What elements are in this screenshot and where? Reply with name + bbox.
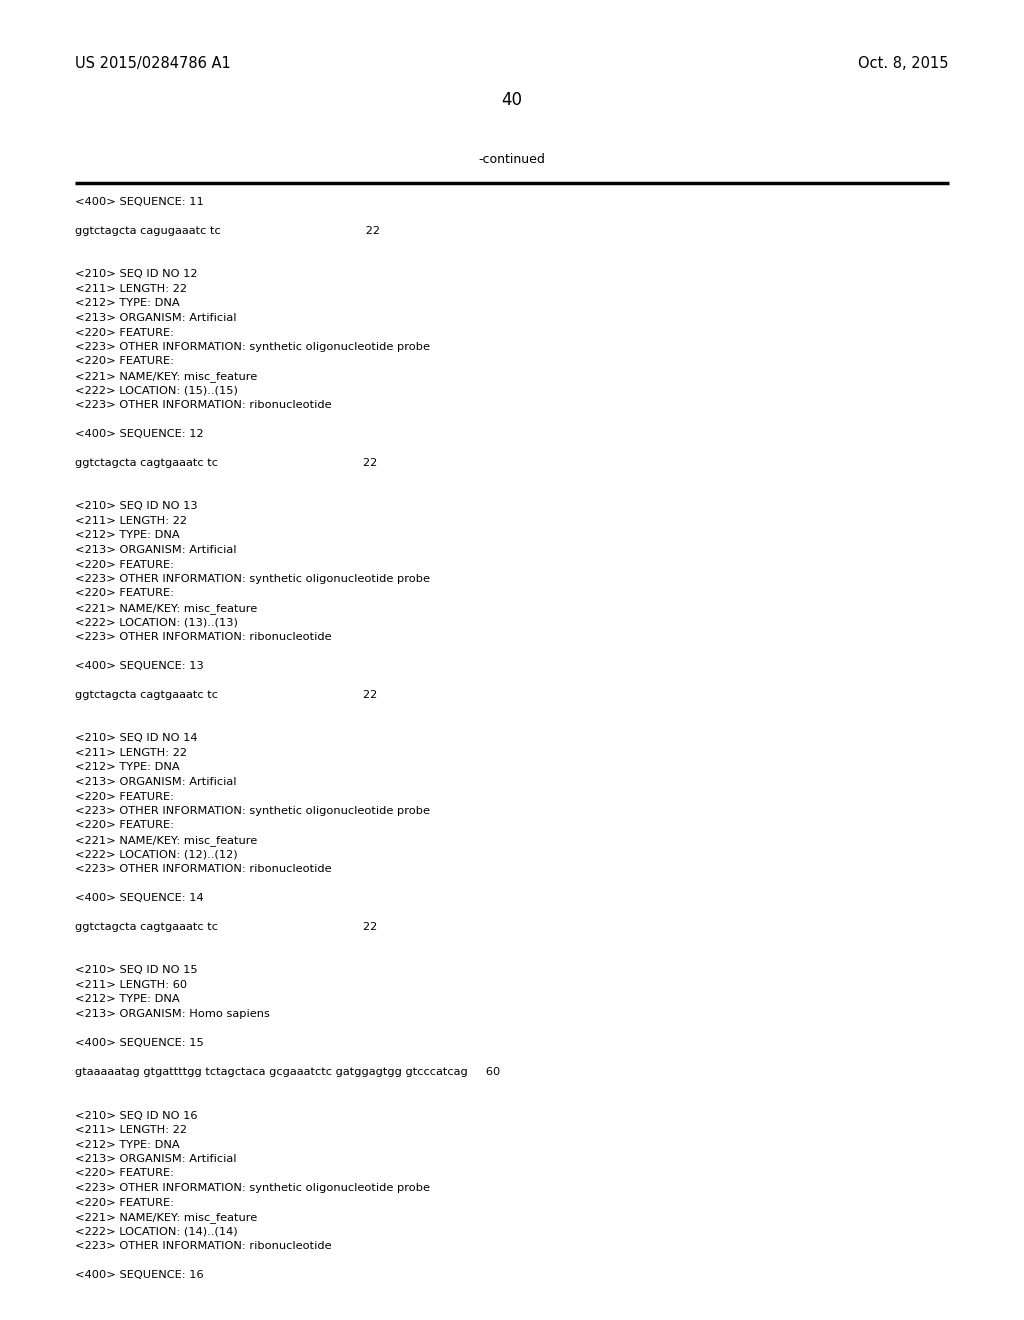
Text: <223> OTHER INFORMATION: ribonucleotide: <223> OTHER INFORMATION: ribonucleotide	[75, 1241, 332, 1251]
Text: <222> LOCATION: (15)..(15): <222> LOCATION: (15)..(15)	[75, 385, 238, 396]
Text: <223> OTHER INFORMATION: synthetic oligonucleotide probe: <223> OTHER INFORMATION: synthetic oligo…	[75, 342, 430, 352]
Text: <222> LOCATION: (13)..(13): <222> LOCATION: (13)..(13)	[75, 618, 238, 627]
Text: <223> OTHER INFORMATION: synthetic oligonucleotide probe: <223> OTHER INFORMATION: synthetic oligo…	[75, 807, 430, 816]
Text: <210> SEQ ID NO 12: <210> SEQ ID NO 12	[75, 269, 198, 280]
Text: <211> LENGTH: 22: <211> LENGTH: 22	[75, 748, 187, 758]
Text: <400> SEQUENCE: 14: <400> SEQUENCE: 14	[75, 894, 204, 903]
Text: <210> SEQ ID NO 14: <210> SEQ ID NO 14	[75, 734, 198, 743]
Text: <212> TYPE: DNA: <212> TYPE: DNA	[75, 531, 179, 540]
Text: <220> FEATURE:: <220> FEATURE:	[75, 560, 174, 569]
Text: <222> LOCATION: (14)..(14): <222> LOCATION: (14)..(14)	[75, 1226, 238, 1237]
Text: <212> TYPE: DNA: <212> TYPE: DNA	[75, 298, 179, 309]
Text: <220> FEATURE:: <220> FEATURE:	[75, 1168, 174, 1179]
Text: <211> LENGTH: 22: <211> LENGTH: 22	[75, 284, 187, 294]
Text: ggtctagcta cagtgaaatc tc                                        22: ggtctagcta cagtgaaatc tc 22	[75, 690, 377, 700]
Text: <223> OTHER INFORMATION: synthetic oligonucleotide probe: <223> OTHER INFORMATION: synthetic oligo…	[75, 574, 430, 583]
Text: <211> LENGTH: 22: <211> LENGTH: 22	[75, 516, 187, 525]
Text: <400> SEQUENCE: 16: <400> SEQUENCE: 16	[75, 1270, 204, 1280]
Text: <210> SEQ ID NO 13: <210> SEQ ID NO 13	[75, 502, 198, 511]
Text: <220> FEATURE:: <220> FEATURE:	[75, 1197, 174, 1208]
Text: <213> ORGANISM: Artificial: <213> ORGANISM: Artificial	[75, 545, 237, 554]
Text: <223> OTHER INFORMATION: ribonucleotide: <223> OTHER INFORMATION: ribonucleotide	[75, 632, 332, 642]
Text: <220> FEATURE:: <220> FEATURE:	[75, 356, 174, 367]
Text: Oct. 8, 2015: Oct. 8, 2015	[858, 55, 949, 71]
Text: <213> ORGANISM: Artificial: <213> ORGANISM: Artificial	[75, 1154, 237, 1164]
Text: <400> SEQUENCE: 15: <400> SEQUENCE: 15	[75, 1038, 204, 1048]
Text: <220> FEATURE:: <220> FEATURE:	[75, 589, 174, 598]
Text: <400> SEQUENCE: 12: <400> SEQUENCE: 12	[75, 429, 204, 440]
Text: 40: 40	[502, 91, 522, 110]
Text: <212> TYPE: DNA: <212> TYPE: DNA	[75, 1139, 179, 1150]
Text: <400> SEQUENCE: 11: <400> SEQUENCE: 11	[75, 197, 204, 207]
Text: <212> TYPE: DNA: <212> TYPE: DNA	[75, 763, 179, 772]
Text: <211> LENGTH: 22: <211> LENGTH: 22	[75, 1125, 187, 1135]
Text: <220> FEATURE:: <220> FEATURE:	[75, 327, 174, 338]
Text: <223> OTHER INFORMATION: ribonucleotide: <223> OTHER INFORMATION: ribonucleotide	[75, 865, 332, 874]
Text: <212> TYPE: DNA: <212> TYPE: DNA	[75, 994, 179, 1005]
Text: <213> ORGANISM: Artificial: <213> ORGANISM: Artificial	[75, 777, 237, 787]
Text: <220> FEATURE:: <220> FEATURE:	[75, 792, 174, 801]
Text: <211> LENGTH: 60: <211> LENGTH: 60	[75, 979, 187, 990]
Text: <221> NAME/KEY: misc_feature: <221> NAME/KEY: misc_feature	[75, 1212, 257, 1222]
Text: <220> FEATURE:: <220> FEATURE:	[75, 821, 174, 830]
Text: -continued: -continued	[478, 153, 546, 166]
Text: <221> NAME/KEY: misc_feature: <221> NAME/KEY: misc_feature	[75, 603, 257, 614]
Text: <222> LOCATION: (12)..(12): <222> LOCATION: (12)..(12)	[75, 850, 238, 859]
Text: <213> ORGANISM: Homo sapiens: <213> ORGANISM: Homo sapiens	[75, 1008, 270, 1019]
Text: <221> NAME/KEY: misc_feature: <221> NAME/KEY: misc_feature	[75, 371, 257, 381]
Text: ggtctagcta cagtgaaatc tc                                        22: ggtctagcta cagtgaaatc tc 22	[75, 458, 377, 469]
Text: US 2015/0284786 A1: US 2015/0284786 A1	[75, 55, 230, 71]
Text: <210> SEQ ID NO 16: <210> SEQ ID NO 16	[75, 1110, 198, 1121]
Text: <210> SEQ ID NO 15: <210> SEQ ID NO 15	[75, 965, 198, 975]
Text: <223> OTHER INFORMATION: ribonucleotide: <223> OTHER INFORMATION: ribonucleotide	[75, 400, 332, 411]
Text: <221> NAME/KEY: misc_feature: <221> NAME/KEY: misc_feature	[75, 836, 257, 846]
Text: ggtctagcta cagtgaaatc tc                                        22: ggtctagcta cagtgaaatc tc 22	[75, 921, 377, 932]
Text: <213> ORGANISM: Artificial: <213> ORGANISM: Artificial	[75, 313, 237, 323]
Text: <400> SEQUENCE: 13: <400> SEQUENCE: 13	[75, 661, 204, 671]
Text: <223> OTHER INFORMATION: synthetic oligonucleotide probe: <223> OTHER INFORMATION: synthetic oligo…	[75, 1183, 430, 1193]
Text: gtaaaaatag gtgattttgg tctagctaca gcgaaatctc gatggagtgg gtcccatcag     60: gtaaaaatag gtgattttgg tctagctaca gcgaaat…	[75, 1067, 501, 1077]
Text: ggtctagcta cagugaaatc tc                                        22: ggtctagcta cagugaaatc tc 22	[75, 226, 380, 236]
